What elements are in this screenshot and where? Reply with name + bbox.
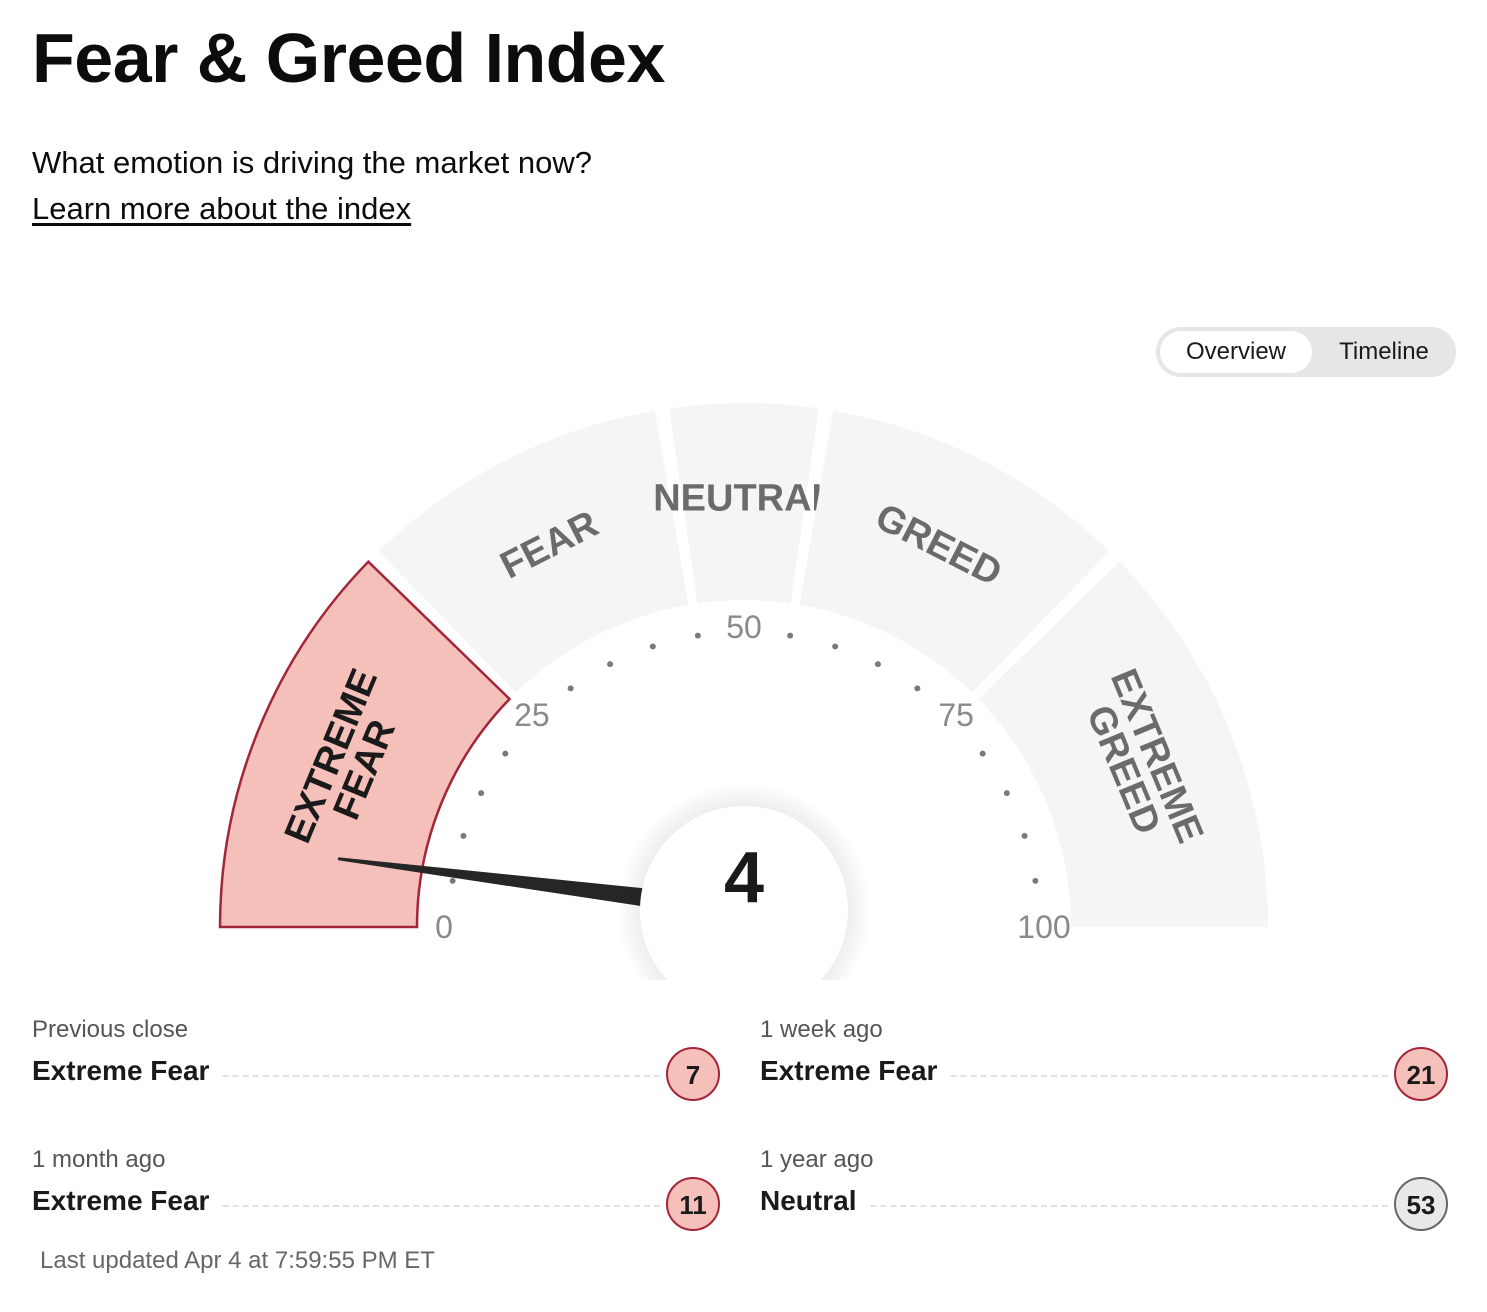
tick-dot [832, 643, 839, 650]
tick-dot [502, 750, 509, 757]
tick-dot [1021, 832, 1028, 839]
tick-dot [607, 661, 614, 668]
gauge-value: 4 [724, 838, 764, 918]
scale-label: 25 [514, 697, 550, 733]
zone-label-neutral: NEUTRAL [653, 478, 835, 520]
dashed-leader [32, 1205, 660, 1207]
dashed-leader [760, 1205, 1388, 1207]
history-value-badge: 11 [666, 1177, 720, 1231]
view-toggle: Overview Timeline [1156, 327, 1456, 377]
tick-dot [1032, 877, 1039, 884]
history-label: 1 year ago [760, 1146, 874, 1173]
zone-greed [799, 410, 1110, 693]
history-previous-close: Previous close Extreme Fear 7 [32, 1015, 720, 1125]
dashed-leader [32, 1075, 660, 1077]
tick-dot [787, 632, 794, 639]
scale-label: 50 [726, 609, 762, 645]
scale-label: 100 [1017, 909, 1070, 945]
history-label: 1 week ago [760, 1016, 883, 1043]
tick-dot [914, 685, 921, 692]
page-title: Fear & Greed Index [32, 19, 665, 97]
page-subtitle: What emotion is driving the market now? [32, 145, 592, 180]
zone-label-line: NEUTRAL [653, 478, 835, 520]
history-value-badge: 7 [666, 1047, 720, 1101]
zone-neutral [669, 403, 819, 604]
history-1-week-ago: 1 week ago Extreme Fear 21 [760, 1015, 1448, 1125]
history-status: Extreme Fear [760, 1053, 948, 1089]
zone-extreme-greed [978, 561, 1268, 927]
history-value-badge: 53 [1394, 1177, 1448, 1231]
tick-dot [979, 750, 986, 757]
history-value-badge: 21 [1394, 1047, 1448, 1101]
tick-dot [649, 643, 656, 650]
history-1-month-ago: 1 month ago Extreme Fear 11 [32, 1145, 720, 1255]
scale-label: 0 [435, 909, 453, 945]
zone-extreme-fear [218, 559, 512, 929]
history-status: Extreme Fear [32, 1053, 220, 1089]
tick-dot [567, 685, 574, 692]
history-status: Extreme Fear [32, 1183, 220, 1219]
history-label: 1 month ago [32, 1146, 166, 1173]
scale-label: 75 [938, 697, 974, 733]
tick-dot [478, 790, 485, 797]
history-1-year-ago: 1 year ago Neutral 53 [760, 1145, 1448, 1255]
last-updated: Last updated Apr 4 at 7:59:55 PM ET [40, 1247, 435, 1274]
tick-dot [460, 832, 467, 839]
tick-dot [449, 877, 456, 884]
tick-dot [1003, 790, 1010, 797]
gauge-hub [640, 806, 848, 980]
tick-dot [694, 632, 701, 639]
tick-dot [874, 661, 881, 668]
history-status: Neutral [760, 1183, 867, 1219]
overview-tab[interactable]: Overview [1160, 331, 1312, 373]
history-label: Previous close [32, 1016, 189, 1043]
learn-more-link[interactable]: Learn more about the index [32, 191, 412, 226]
zone-fear [378, 410, 689, 693]
dashed-leader [760, 1075, 1388, 1077]
timeline-tab[interactable]: Timeline [1339, 338, 1429, 365]
